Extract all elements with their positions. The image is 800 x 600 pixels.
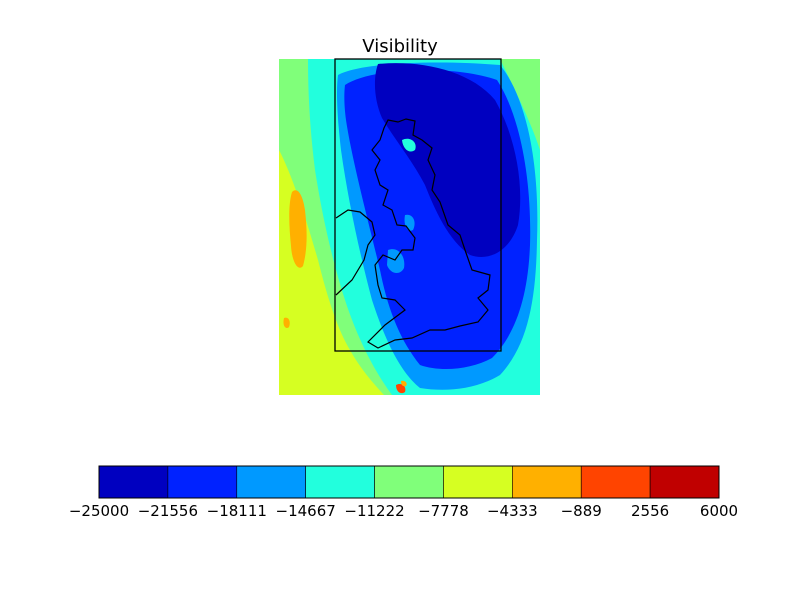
colorbar-cell-6 [512, 465, 582, 499]
band-orange-spot [401, 380, 407, 387]
colorbar-tick-label: 6000 [700, 502, 738, 520]
band-light-blue-patch [387, 249, 405, 274]
colorbar-tick-label: −21556 [138, 502, 198, 520]
colorbar-cell-8 [649, 465, 720, 499]
colorbar-tick-label: −14667 [276, 502, 336, 520]
colorbar-tick-label: −25000 [69, 502, 129, 520]
band-orange-2 [283, 317, 290, 328]
colorbar-cell-1 [167, 465, 238, 499]
colorbar-outline [98, 465, 720, 499]
band-dark-blue [374, 63, 521, 257]
colorbar-tick-label: −4333 [487, 502, 538, 520]
colorbar-cell-0 [98, 465, 169, 499]
colorbar-tick-label: 2556 [631, 502, 669, 520]
colorbar-tick-label: −889 [561, 502, 602, 520]
colorbar-cell-4 [374, 465, 444, 499]
colorbar-tick-label: −11222 [344, 502, 404, 520]
domain-rectangle [334, 58, 502, 352]
chart-title: Visibility [362, 36, 438, 57]
colorbar-cell-3 [305, 465, 375, 499]
colorbar-cell-2 [236, 465, 306, 499]
colorbar-cells [98, 465, 720, 499]
colorbar-cell-5 [443, 465, 513, 499]
band-cyan-patch [402, 138, 416, 152]
band-orange [289, 190, 307, 268]
colorbar-tick-label: −7778 [418, 502, 469, 520]
colorbar-ticks: −25000 −21556 −18111 −14667 −11222 −7778 −4333… [69, 502, 738, 520]
coastline-great-britain [367, 118, 491, 349]
band-yellow-green [279, 150, 384, 395]
band-red-spot [396, 383, 406, 394]
colorbar-tick-label: −18111 [207, 502, 267, 520]
colorbar-cell-7 [580, 465, 651, 499]
coastline-ireland [335, 209, 376, 296]
band-cyan-east-edge [500, 59, 540, 150]
